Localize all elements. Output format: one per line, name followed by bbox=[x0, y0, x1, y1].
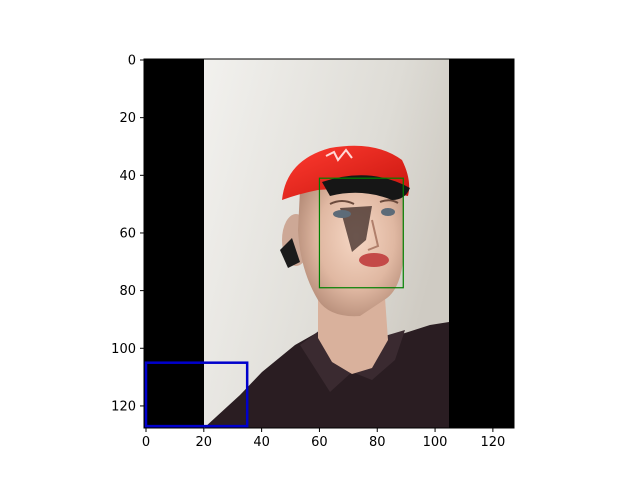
y-tick-label: 60 bbox=[119, 226, 136, 241]
y-axis: 0 20 40 60 80 100 120 bbox=[111, 54, 144, 414]
x-tick-label: 80 bbox=[369, 435, 386, 450]
left-eye bbox=[333, 210, 351, 218]
y-tick-label: 80 bbox=[119, 284, 136, 299]
axes-frame bbox=[143, 58, 515, 429]
face-shadow bbox=[340, 206, 372, 252]
y-tick-label: 100 bbox=[111, 342, 136, 357]
blue-box bbox=[144, 361, 249, 428]
y-tick-label: 40 bbox=[119, 169, 136, 184]
y-tick-label: 20 bbox=[119, 111, 136, 126]
x-tick-label: 60 bbox=[311, 435, 328, 450]
cap-logo bbox=[325, 148, 353, 162]
x-tick-label: 20 bbox=[196, 435, 213, 450]
x-tick-label: 40 bbox=[253, 435, 270, 450]
image-layer bbox=[144, 59, 514, 428]
neck bbox=[318, 298, 388, 374]
right-eye bbox=[381, 208, 395, 216]
nose bbox=[367, 219, 380, 251]
x-tick-label: 100 bbox=[423, 435, 448, 450]
face-box bbox=[318, 177, 404, 289]
right-brow bbox=[379, 199, 399, 204]
cap-brim bbox=[322, 175, 410, 200]
x-tick-label: 120 bbox=[480, 435, 505, 450]
annotations bbox=[144, 177, 404, 428]
hair bbox=[280, 238, 300, 268]
x-axis: 0 20 40 60 80 100 120 bbox=[142, 428, 505, 450]
y-tick-label: 120 bbox=[111, 399, 136, 414]
y-tick-label: 0 bbox=[128, 54, 136, 69]
x-tick-label: 0 bbox=[142, 435, 150, 450]
left-brow bbox=[329, 200, 355, 205]
lips bbox=[359, 253, 389, 267]
